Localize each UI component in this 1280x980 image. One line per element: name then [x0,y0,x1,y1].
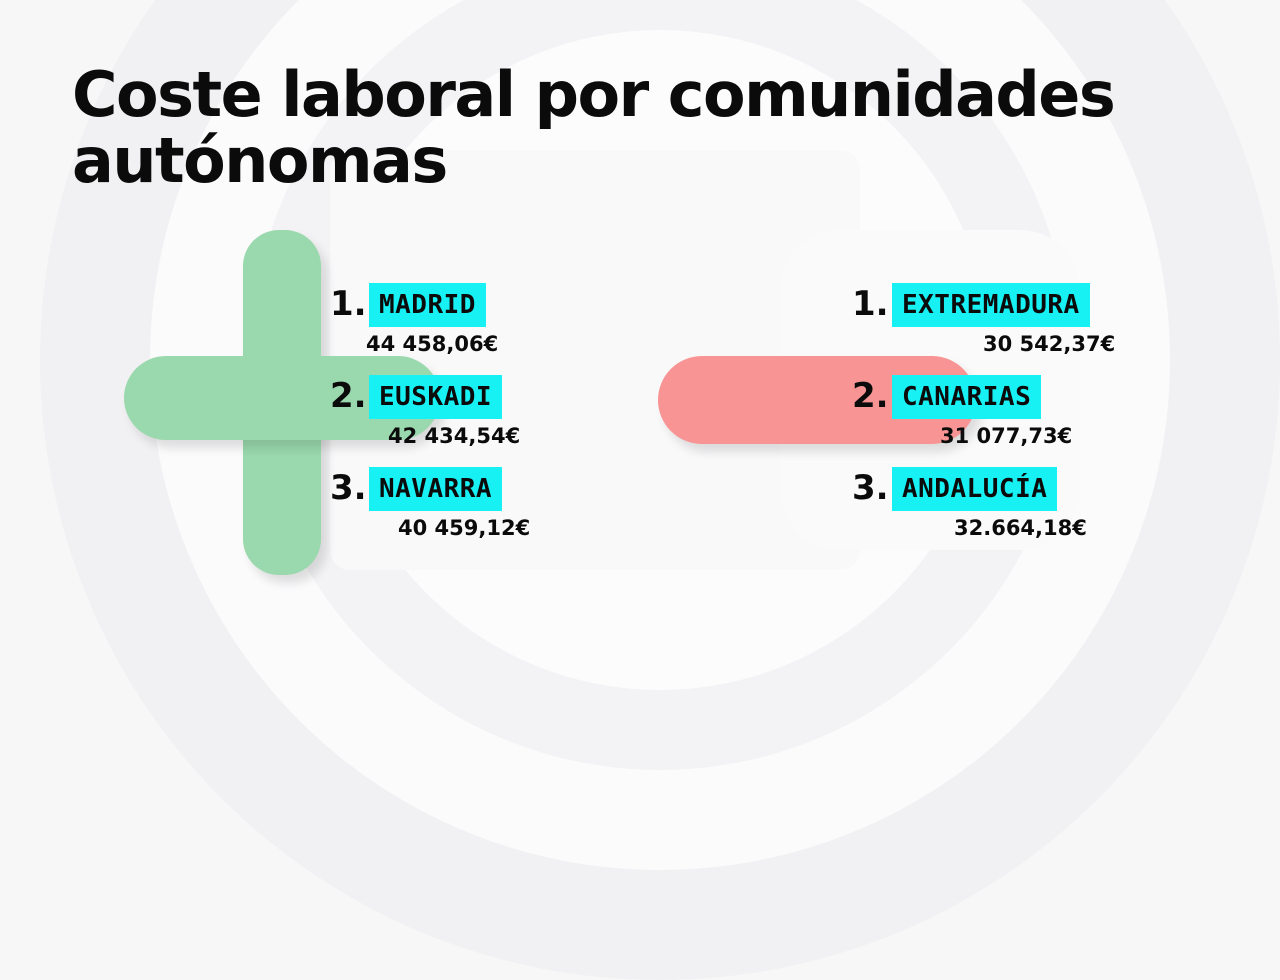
cost-value: 42 434,54€ [388,424,521,448]
region-label: EXTREMADURA [892,283,1090,327]
rank-number: 1. [330,284,367,324]
cost-value: 30 542,37€ [983,332,1116,356]
rank-number: 3. [852,468,889,508]
region-label: NAVARRA [369,467,503,511]
region-label: CANARIAS [892,375,1042,419]
region-label: EUSKADI [369,375,503,419]
region-label: MADRID [369,283,486,327]
cost-value: 32.664,18€ [954,516,1087,540]
cost-value: 40 459,12€ [398,516,531,540]
rank-number: 2. [330,376,367,416]
region-label: ANDALUCÍA [892,467,1058,511]
rank-number: 1. [852,284,889,324]
cost-value: 44 458,06€ [366,332,499,356]
rank-number: 2. [852,376,889,416]
cost-value: 31 077,73€ [940,424,1073,448]
rank-number: 3. [330,468,367,508]
page-title: Coste laboral por comunidades autónomas [72,58,1116,197]
